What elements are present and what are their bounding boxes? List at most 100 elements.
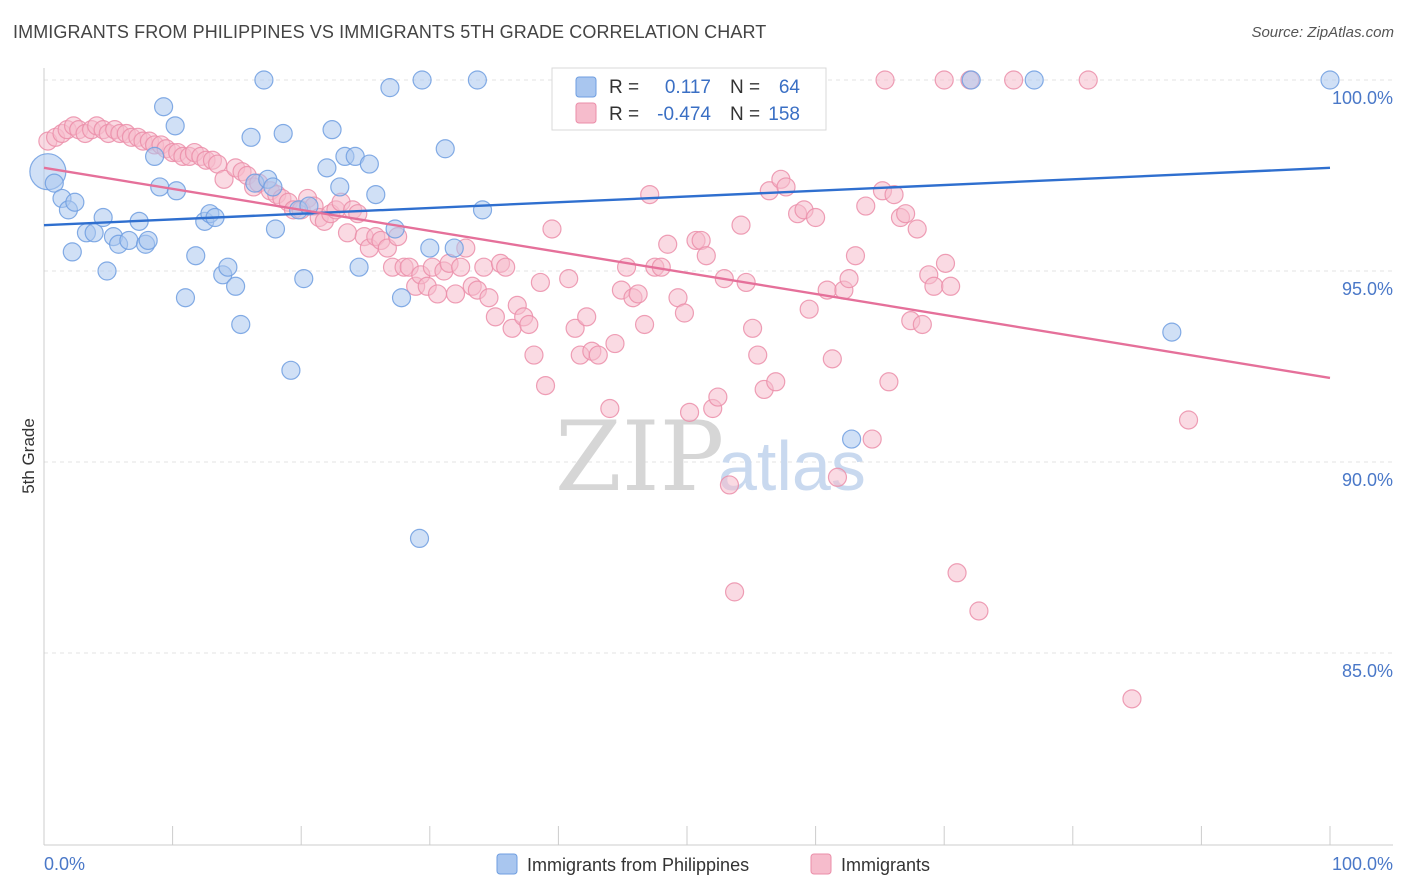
legend-n-label-philippines: N = — [730, 77, 760, 98]
point-philippines — [119, 230, 139, 251]
point-philippines — [961, 70, 981, 90]
point-philippines — [349, 257, 369, 277]
point-immigrants — [519, 314, 539, 335]
point-philippines — [218, 257, 238, 277]
source-label: Source: ZipAtlas.com — [1251, 24, 1394, 41]
point-immigrants — [451, 257, 471, 277]
point-immigrants — [839, 269, 859, 289]
point-philippines — [186, 246, 206, 266]
trend-line-philippines — [43, 166, 1331, 227]
trend-line-immigrants — [43, 166, 1331, 380]
point-immigrants — [912, 314, 932, 335]
bottom-legend-swatch-immigrants — [810, 853, 832, 875]
legend-swatch-philippines — [575, 76, 597, 98]
point-philippines — [138, 230, 158, 251]
watermark-atlas: atlas — [718, 427, 866, 505]
bottom-legend-swatch-philippines — [496, 853, 518, 875]
y-tick-label: 100.0% — [1332, 88, 1393, 108]
y-tick-label: 85.0% — [1342, 661, 1393, 681]
point-philippines — [97, 261, 117, 281]
point-philippines — [1162, 322, 1182, 342]
point-immigrants — [827, 467, 848, 487]
point-philippines — [409, 528, 430, 549]
legend-r-value-immigrants: -0.474 — [657, 104, 711, 125]
point-immigrants — [337, 223, 358, 243]
point-philippines — [330, 177, 350, 197]
bottom-legend: Immigrants from Philippines Immigrants — [496, 853, 930, 875]
point-immigrants — [748, 345, 768, 365]
point-philippines — [263, 177, 283, 197]
x-tick-marks — [43, 826, 1331, 845]
point-philippines — [444, 238, 464, 258]
y-tick-labels: 100.0% 95.0% 90.0% 85.0% — [1332, 88, 1393, 681]
point-immigrants — [947, 563, 967, 583]
point-philippines — [359, 154, 379, 174]
point-immigrants — [724, 582, 745, 602]
legend-swatch-immigrants — [575, 102, 597, 124]
point-immigrants — [577, 307, 597, 327]
point-immigrants — [628, 284, 648, 304]
point-philippines — [322, 120, 342, 140]
point-immigrants — [924, 276, 944, 296]
point-immigrants — [559, 269, 579, 289]
point-philippines — [65, 192, 85, 212]
point-immigrants — [530, 272, 550, 293]
point-philippines — [62, 242, 82, 262]
point-immigrants — [934, 70, 954, 90]
point-immigrants — [822, 349, 842, 369]
point-philippines — [281, 360, 301, 380]
point-philippines — [391, 288, 412, 308]
point-philippines — [165, 116, 185, 136]
point-philippines — [842, 429, 862, 449]
point-immigrants — [766, 372, 786, 392]
point-immigrants — [1122, 689, 1142, 709]
point-immigrants — [605, 333, 625, 354]
legend-frame — [551, 67, 827, 131]
x-tick-label-min: 0.0% — [44, 854, 85, 874]
point-immigrants — [496, 257, 516, 277]
point-philippines — [1320, 70, 1340, 90]
point-immigrants — [731, 215, 751, 235]
point-philippines — [175, 288, 196, 308]
series-immigrants-points — [38, 70, 1199, 709]
legend-r-label-immigrants: R = — [609, 104, 639, 125]
point-philippines — [241, 127, 261, 147]
point-immigrants — [875, 70, 895, 90]
point-philippines — [435, 139, 455, 159]
point-immigrants — [658, 234, 678, 254]
point-philippines — [254, 70, 274, 90]
legend-n-value-philippines: 64 — [779, 77, 801, 98]
point-immigrants — [1178, 410, 1199, 430]
point-immigrants — [1078, 70, 1098, 90]
point-immigrants — [565, 318, 585, 338]
point-immigrants — [679, 402, 700, 422]
point-immigrants — [600, 398, 620, 419]
legend-r-label-philippines: R = — [609, 77, 639, 98]
point-philippines — [265, 219, 286, 239]
point-immigrants — [805, 207, 826, 228]
y-tick-label: 95.0% — [1342, 279, 1393, 299]
point-immigrants — [719, 475, 740, 495]
point-immigrants — [935, 253, 956, 273]
x-tick-label-max: 100.0% — [1332, 854, 1393, 874]
point-immigrants — [969, 601, 989, 621]
point-philippines — [226, 276, 246, 296]
point-immigrants — [214, 169, 234, 189]
point-philippines — [144, 146, 165, 166]
point-immigrants — [742, 318, 763, 338]
point-philippines — [153, 97, 174, 117]
watermark-zip: ZIP — [555, 401, 724, 513]
point-philippines — [294, 269, 314, 289]
point-immigrants — [485, 307, 505, 327]
point-immigrants — [479, 288, 499, 308]
point-immigrants — [799, 299, 819, 319]
point-philippines — [44, 173, 64, 193]
chart-title: IMMIGRANTS FROM PHILIPPINES VS IMMIGRANT… — [13, 22, 767, 42]
point-immigrants — [1004, 70, 1024, 90]
point-immigrants — [696, 246, 716, 266]
point-immigrants — [856, 196, 876, 216]
point-immigrants — [427, 284, 448, 304]
legend-box: R = 0.117 N = 64 R = -0.474 N = 158 — [551, 67, 827, 131]
point-immigrants — [879, 372, 899, 392]
